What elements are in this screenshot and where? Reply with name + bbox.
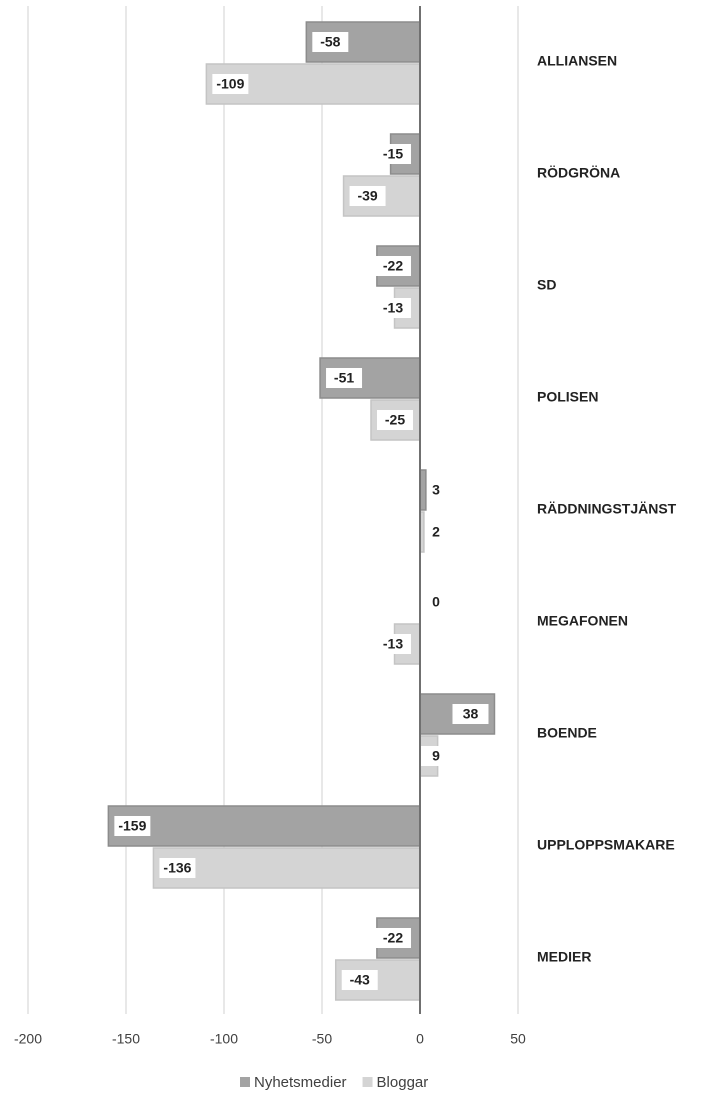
- data-label: -22: [383, 258, 403, 274]
- x-tick-label: -100: [210, 1031, 238, 1047]
- label-box: [114, 816, 151, 836]
- label-box: [377, 410, 413, 430]
- bar: [319, 357, 421, 399]
- data-label: 9: [432, 748, 440, 764]
- x-tick-label: -150: [112, 1031, 140, 1047]
- label-box: [349, 186, 386, 206]
- data-label: -25: [385, 412, 405, 428]
- label-box: [418, 746, 454, 766]
- data-label: -58: [320, 34, 340, 50]
- category-label: UPPLOPPSMAKARE: [537, 837, 675, 853]
- data-label: -15: [383, 146, 403, 162]
- label-box: [159, 858, 196, 878]
- data-label: 38: [463, 706, 479, 722]
- label-box: [326, 368, 363, 388]
- legend-swatch: [240, 1077, 250, 1087]
- category-label: POLISEN: [537, 389, 598, 405]
- x-tick-label: -200: [14, 1031, 42, 1047]
- label-box: [212, 74, 249, 94]
- legend-swatch: [362, 1077, 373, 1087]
- category-label: MEDIER: [537, 949, 591, 965]
- label-box: [375, 256, 411, 276]
- data-label: -51: [334, 370, 354, 386]
- data-label: -159: [118, 818, 146, 834]
- x-tick-label: 0: [416, 1031, 424, 1047]
- label-box: [375, 298, 411, 318]
- label-box: [312, 32, 349, 52]
- data-label: 2: [432, 524, 440, 540]
- label-box: [375, 928, 411, 948]
- data-label: -43: [350, 972, 370, 988]
- bar: [107, 805, 421, 847]
- data-label: 0: [432, 594, 440, 610]
- category-label: MEGAFONEN: [537, 613, 628, 629]
- x-tick-label: -50: [312, 1031, 332, 1047]
- bar: [152, 847, 421, 889]
- legend-label: Nyhetsmedier: [254, 1074, 347, 1091]
- legend-label: Bloggar: [377, 1074, 429, 1091]
- data-label: -39: [357, 188, 377, 204]
- data-label: -136: [163, 860, 191, 876]
- data-label: 3: [432, 482, 440, 498]
- label-box: [341, 970, 378, 990]
- category-label: RÄDDNINGSTJÄNST: [537, 501, 677, 517]
- label-box: [375, 634, 411, 654]
- x-tick-label: 50: [510, 1031, 526, 1047]
- data-label: -109: [216, 76, 244, 92]
- data-label: -13: [383, 300, 403, 316]
- category-label: BOENDE: [537, 725, 597, 741]
- label-box: [452, 704, 489, 724]
- data-label: -13: [383, 636, 403, 652]
- category-label: RÖDGRÖNA: [537, 165, 620, 181]
- label-box: [375, 144, 411, 164]
- category-label: SD: [537, 277, 556, 293]
- category-label: ALLIANSEN: [537, 53, 617, 69]
- data-label: -22: [383, 930, 403, 946]
